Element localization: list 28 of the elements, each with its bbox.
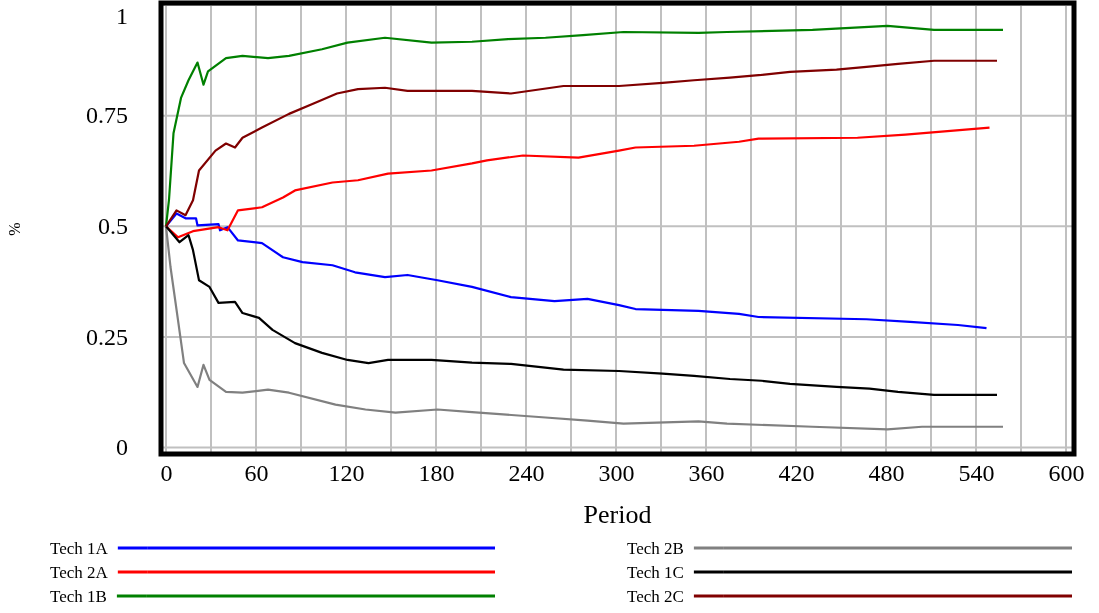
x-tick-label: 300 [598,460,635,487]
x-tick-label: 480 [868,460,905,487]
y-tick-label: 0.75 [86,102,128,129]
x-tick-label: 0 [160,460,173,487]
x-tick-label: 360 [688,460,725,487]
legend-label: Tech 2B [627,539,684,558]
y-tick-label: 0 [116,434,128,461]
y-tick-label: 0.25 [86,323,128,350]
y-tick-label: 1 [116,2,128,29]
legend-label: Tech 2C [627,587,684,606]
x-tick-label: 120 [328,460,365,487]
legend-label: Tech 1B [50,587,107,606]
y-tick-label: 0.5 [98,212,128,239]
legend-label: Tech 2A [50,563,109,582]
x-tick-label: 420 [778,460,815,487]
x-tick-label: 60 [244,460,269,487]
legend-label: Tech 1C [627,563,684,582]
legend-label: Tech 1A [50,539,109,558]
line-series [164,225,1005,431]
x-tick-label: 240 [508,460,545,487]
line-series [164,59,999,228]
x-axis-title: Period [583,500,652,529]
y-axis-title: % [6,222,23,236]
x-tick-label: 180 [418,460,455,487]
x-tick-label: 540 [958,460,995,487]
line-series [164,225,999,397]
line-series [164,24,1005,228]
x-tick-label: 600 [1048,460,1085,487]
